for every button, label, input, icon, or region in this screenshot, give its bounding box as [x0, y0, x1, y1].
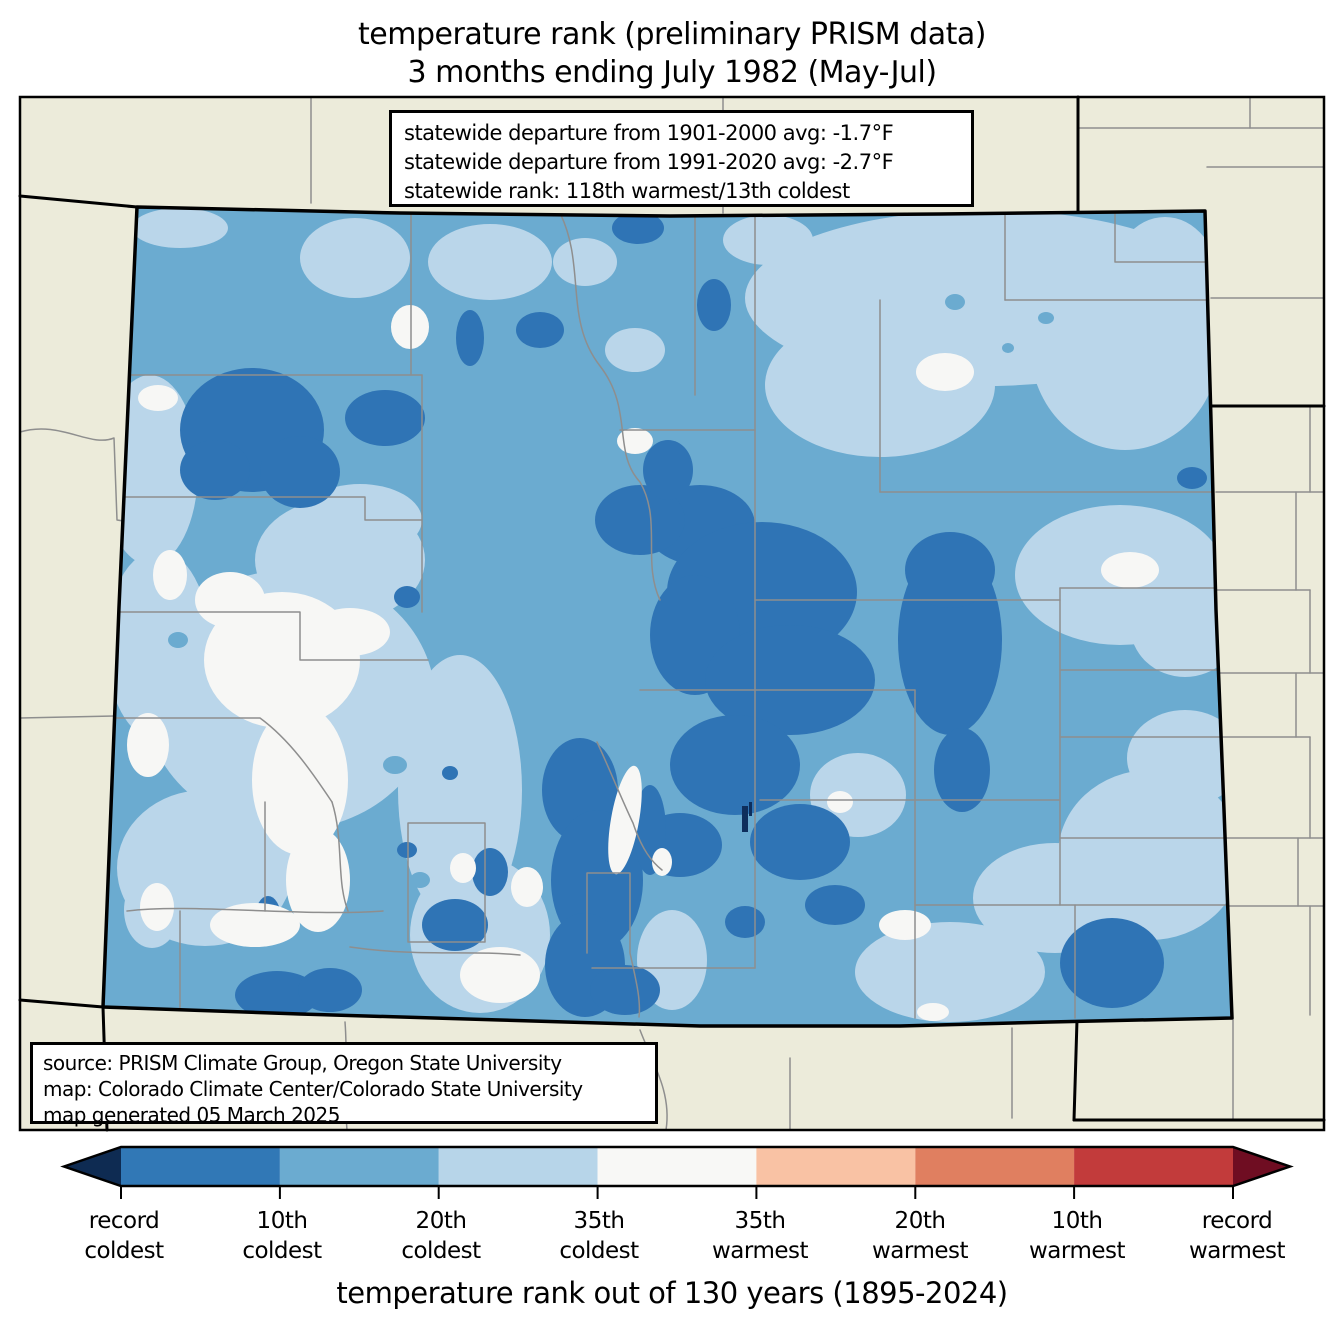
title-line-2: 3 months ending July 1982 (May-Jul) [407, 55, 937, 90]
map-frame [18, 95, 1326, 1132]
statewide-stats-box: statewide departure from 1901-2000 avg: … [389, 110, 974, 207]
source-attribution-box: source: PRISM Climate Group, Oregon Stat… [30, 1042, 658, 1127]
legend-label-35th-coldest: 35th coldest [559, 1208, 639, 1264]
colorado-border [101, 205, 1234, 1028]
stats-line-2: statewide departure from 1991-2020 avg: … [404, 150, 894, 174]
title-line-1: temperature rank (preliminary PRISM data… [358, 17, 986, 52]
rank-band-record-coldest [742, 802, 752, 832]
stats-line-1: statewide departure from 1901-2000 avg: … [404, 121, 894, 145]
colorbar-arrow-right [1233, 1147, 1290, 1186]
colorbar-arrow-left [64, 1147, 121, 1186]
source-line-3: map generated 05 March 2025 [43, 1103, 340, 1127]
map-title: temperature rank (preliminary PRISM data… [0, 16, 1344, 92]
rank-band-middle [127, 305, 1159, 1021]
rank-band-10th-coldest [180, 212, 1207, 1019]
stats-line-3: statewide rank: 118th warmest/13th colde… [404, 179, 850, 203]
legend-label-10th-coldest: 10th coldest [242, 1208, 322, 1264]
legend-label-record-warmest: record warmest [1188, 1208, 1286, 1264]
legend-label-10th-warmest: 10th warmest [1028, 1208, 1126, 1264]
colorado-fill [103, 207, 1232, 1026]
source-line-1: source: PRISM Climate Group, Oregon Stat… [43, 1051, 562, 1075]
source-line-2: map: Colorado Climate Center/Colorado St… [43, 1077, 583, 1101]
colorado-county-lines [114, 211, 1227, 1019]
legend-label-20th-coldest: 20th coldest [401, 1208, 481, 1264]
legend-label-35th-warmest: 35th warmest [711, 1208, 809, 1264]
legend-label-20th-warmest: 20th warmest [871, 1208, 969, 1264]
legend-label-record-coldest: record coldest [84, 1208, 164, 1264]
colorbar-caption: temperature rank out of 130 years (1895-… [336, 1276, 1008, 1310]
neighbor-county-lines [19, 96, 1325, 1131]
medium-islands [168, 294, 1054, 888]
colorbar [60, 1145, 1294, 1199]
colorbar-ticks [120, 1186, 1234, 1199]
